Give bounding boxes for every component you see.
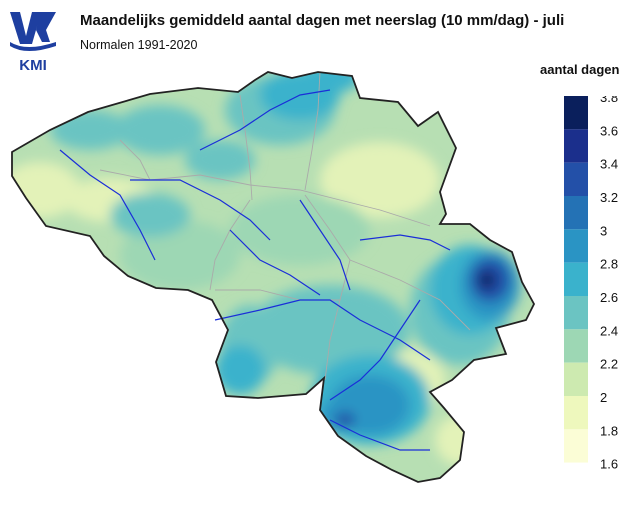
kmi-logo: KMI [10, 12, 56, 74]
legend-swatch [564, 362, 588, 396]
legend: 3.8 3.6 3.4 3.2 3 2.8 2.6 2.4 2.2 2 1.8 1.6 [564, 96, 618, 496]
legend-label: 3.6 [600, 123, 618, 138]
legend-swatch [564, 196, 588, 230]
rivers [59, 89, 451, 451]
legend-swatch [564, 162, 588, 196]
legend-swatch [564, 96, 588, 130]
belgium-outline [11, 71, 536, 483]
belgium-precipitation-map [11, 71, 536, 483]
svg-text:KMI: KMI [19, 57, 47, 74]
legend-label: 3.8 [600, 96, 618, 105]
legend-swatch [564, 229, 588, 263]
legend-label: 2.6 [600, 290, 618, 305]
legend-swatch [564, 462, 588, 496]
province-borders [99, 71, 471, 381]
map-subtitle: Normalen 1991-2020 [80, 38, 198, 52]
legend-label: 3.2 [600, 190, 618, 205]
legend-label: 3 [600, 223, 607, 238]
legend-label: 3.4 [600, 157, 618, 172]
legend-label: 2 [600, 390, 607, 405]
legend-swatch [564, 262, 588, 296]
legend-swatch [564, 429, 588, 463]
legend-swatch [564, 129, 588, 163]
legend-label: 2.2 [600, 357, 618, 372]
legend-label: 2.8 [600, 257, 618, 272]
legend-swatch [564, 396, 588, 430]
map-title: Maandelijks gemiddeld aantal dagen met n… [80, 12, 565, 29]
precipitation-fill [12, 72, 534, 482]
legend-swatch [564, 329, 588, 363]
legend-label: 1.6 [600, 457, 618, 472]
legend-label: 2.4 [600, 323, 618, 338]
legend-label: 1.8 [600, 423, 618, 438]
legend-title: aantal dagen [540, 62, 620, 77]
legend-swatch [564, 296, 588, 330]
